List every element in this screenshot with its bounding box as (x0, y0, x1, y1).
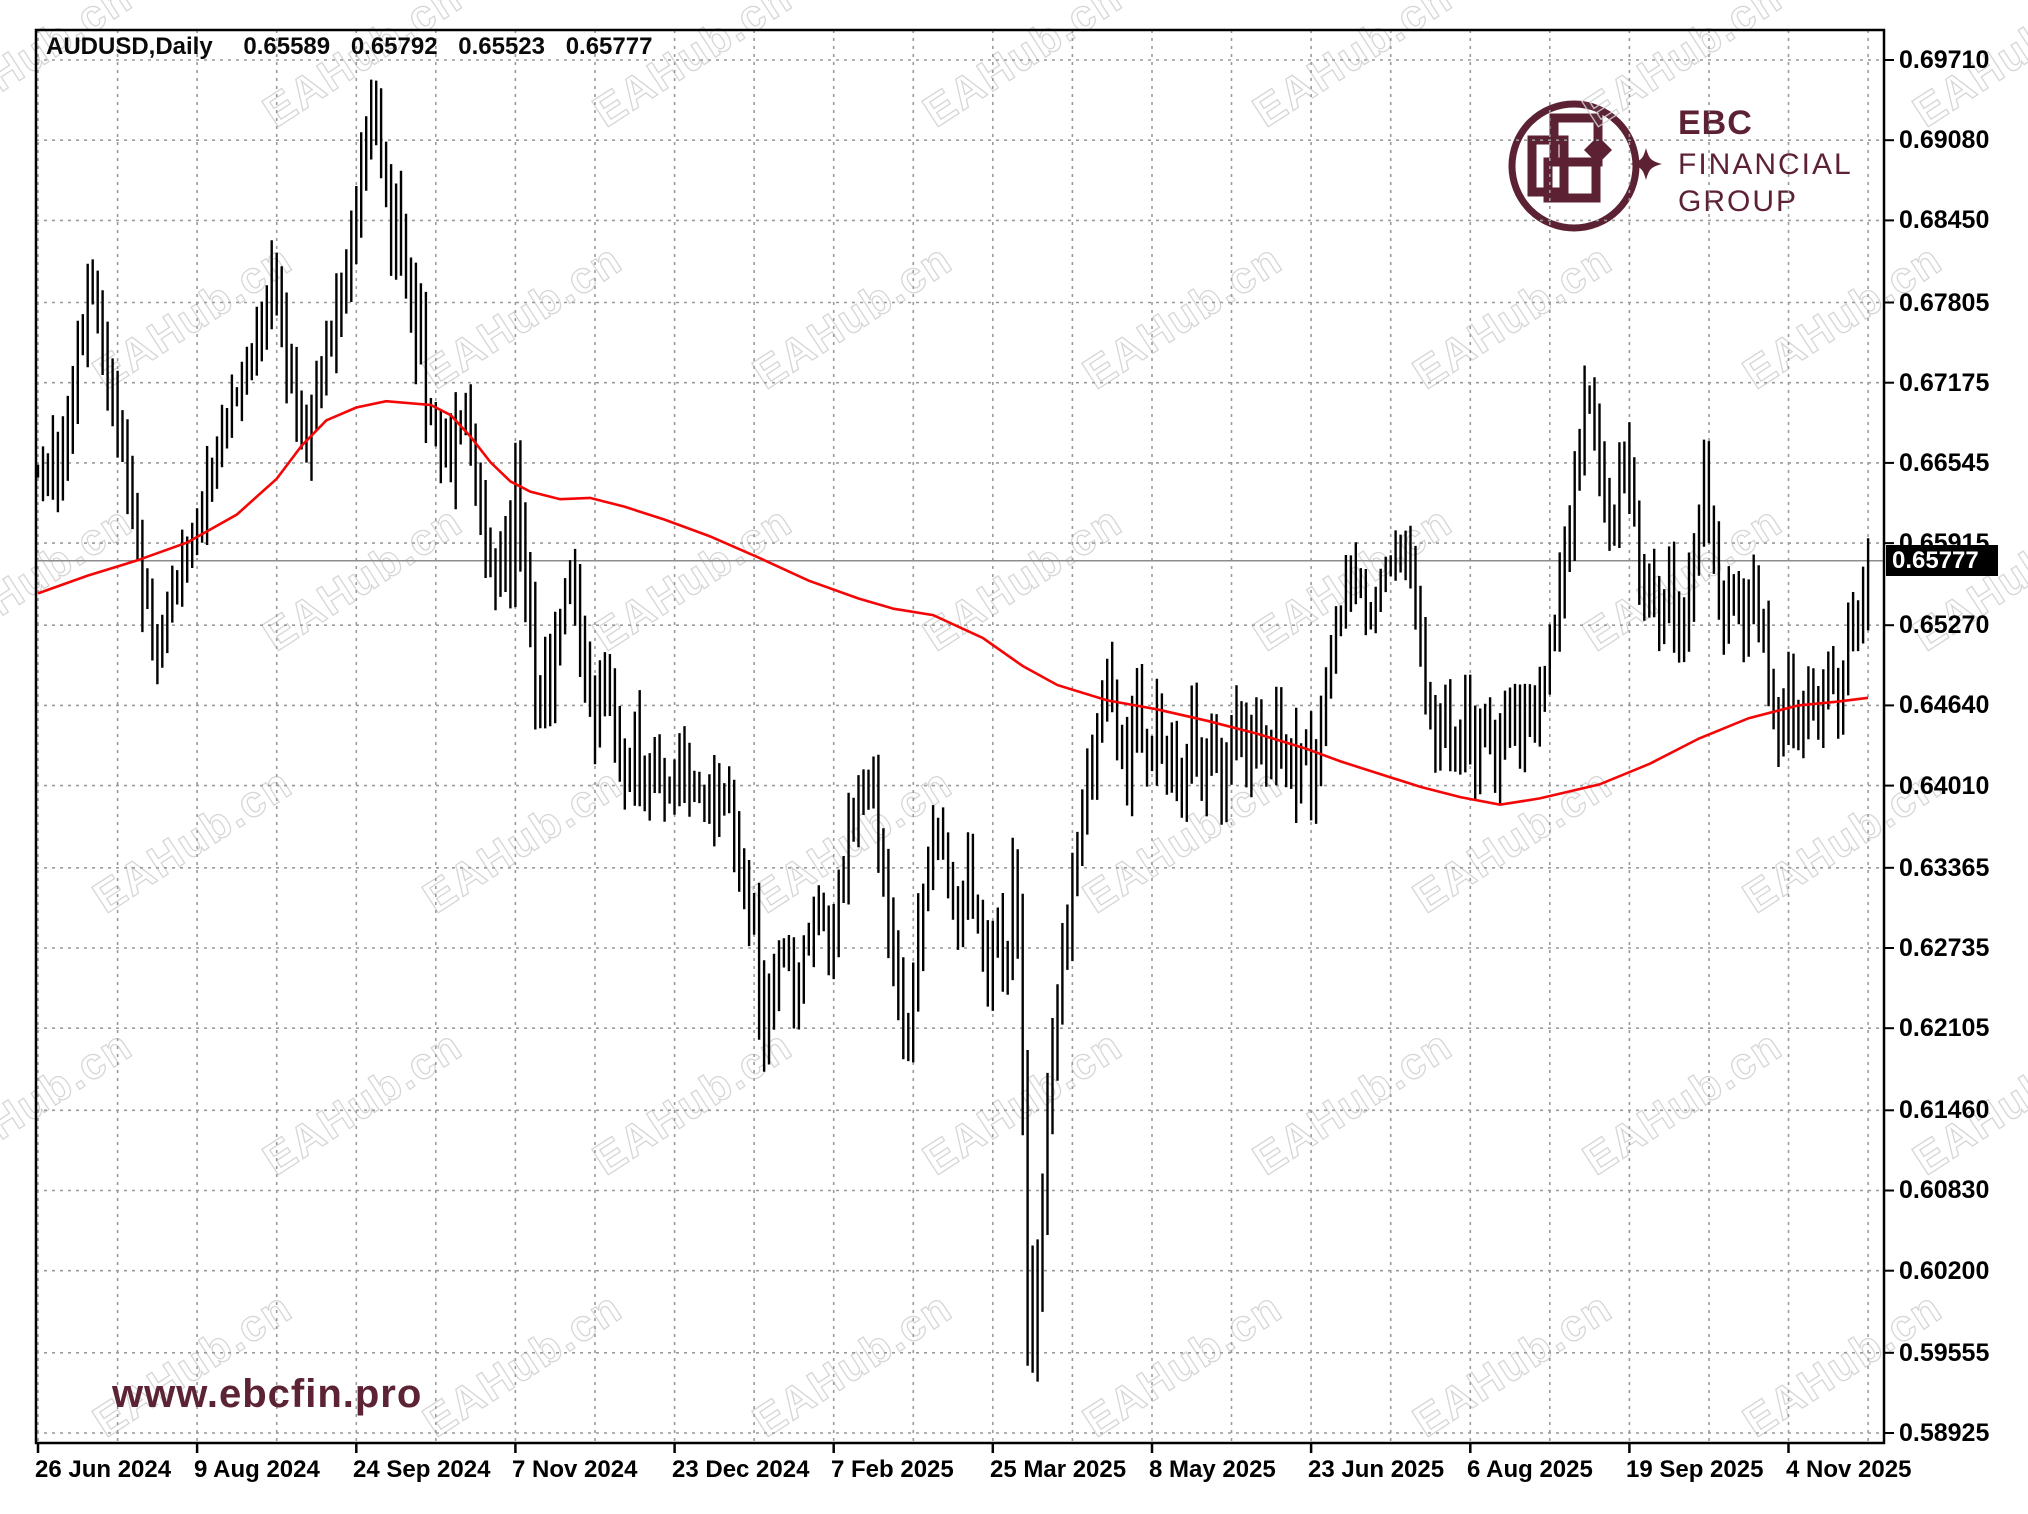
logo-diamond (1584, 136, 1612, 164)
ebc-logo: EBC FINANCIAL GROUP (1506, 88, 1851, 244)
sparkle-icon (1630, 148, 1662, 180)
logo-circle (1508, 100, 1640, 232)
ebc-logo-mark (1508, 100, 1662, 232)
logo-monogram-bottom (1543, 157, 1601, 203)
logo-text-ebc: EBC (1678, 104, 1753, 142)
moving-average-line (37, 399, 1869, 807)
price-bars (36, 79, 1870, 1382)
chart-frame (34, 28, 1886, 1445)
logo-text-financial: FINANCIAL (1678, 148, 1853, 181)
logo-text-group: GROUP (1678, 185, 1799, 218)
